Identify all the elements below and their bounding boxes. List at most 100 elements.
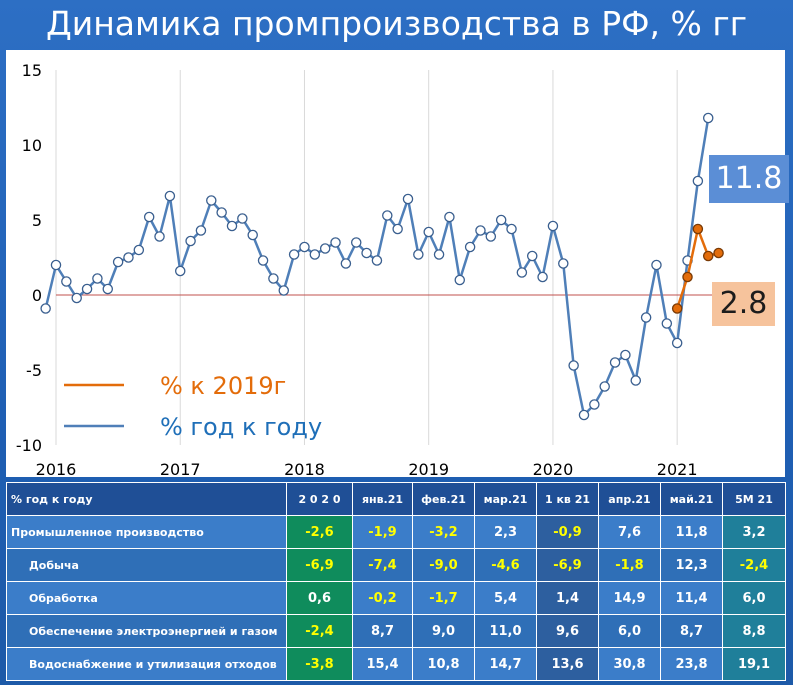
table-row-label: Обеспечение электроэнергией и газом [6, 614, 287, 648]
table-cell: 8,7 [352, 614, 413, 648]
x-tick-label: 2017 [160, 460, 201, 477]
data-point [278, 285, 290, 296]
chart-panel: -10 -5 0 5 10 15 2016 2017 2018 2019 2020 2021 % к 2… [6, 50, 789, 477]
table-header-cell: 5М 21 [722, 482, 786, 516]
table-header-cell: мар.21 [474, 482, 537, 516]
table-cell: -2,6 [286, 515, 353, 549]
data-point [630, 375, 642, 386]
page-title: Динамика промпроизводства в РФ, % гг [45, 4, 748, 43]
data-point [609, 357, 621, 368]
data-point [164, 190, 176, 202]
y-tick-label: -10 [16, 436, 42, 455]
table-row-label: Промышленное производство [6, 515, 287, 549]
table-cell: 11,0 [474, 614, 537, 648]
table-row-label: Добыча [6, 548, 287, 582]
table-cell: -1,8 [598, 548, 661, 582]
data-point [506, 223, 517, 235]
data-point [413, 249, 424, 260]
data-point [382, 210, 393, 221]
data-point [444, 211, 455, 223]
data-point [568, 360, 579, 371]
table-cell: -7,4 [352, 548, 413, 582]
table-cell: -9,0 [412, 548, 475, 582]
data-point [143, 211, 155, 223]
line-chart: -10 -5 0 5 10 15 2016 2017 2018 2019 2020 2021 % к 2… [16, 61, 741, 477]
table-header-cell: май.21 [660, 482, 723, 516]
table-cell: 23,8 [660, 647, 723, 681]
table-cell: 13,6 [536, 647, 599, 681]
data-point [402, 193, 414, 205]
y-tick-label: 15 [22, 61, 42, 80]
data-point [651, 259, 662, 271]
table-row: Обработка 0,6 -0,2 -1,7 5,4 1,4 14,9 11,4 6,0 [6, 581, 786, 615]
callout-vs2019: 2.8 [712, 282, 775, 326]
data-point [464, 241, 476, 253]
data-point [226, 220, 238, 232]
data-point [589, 399, 600, 410]
data-point [495, 214, 507, 226]
data-point [475, 225, 486, 236]
table-row: Добыча -6,9 -7,4 -9,0 -4,6 -6,9 -1,8 12,3 -2,4 [6, 548, 786, 582]
table-header-row: % год к году 2 0 2 0 янв.21 фев.21 мар.2… [6, 482, 786, 516]
data-point [361, 247, 372, 259]
data-point [81, 283, 93, 295]
table-cell: 9,6 [536, 614, 599, 648]
data-point [526, 250, 538, 262]
table-cell: 8,8 [722, 614, 786, 648]
table-row: Водоснабжение и утилизация отходов -3,8 15… [6, 647, 786, 681]
data-point [620, 349, 631, 361]
data-point [671, 303, 683, 314]
table-cell: 11,4 [660, 581, 723, 615]
table-cell: 8,7 [660, 614, 723, 648]
table-cell: -1,9 [352, 515, 413, 549]
data-point [454, 274, 466, 286]
data-point [350, 237, 362, 248]
table-header-cell: % год к году [6, 482, 287, 516]
data-point [640, 312, 652, 323]
data-point [692, 175, 704, 187]
table-cell: 19,1 [722, 647, 786, 681]
x-tick-label: 2021 [657, 460, 698, 477]
data-point [185, 235, 196, 247]
table-cell: 15,4 [352, 647, 413, 681]
data-point [330, 237, 341, 248]
data-point [154, 231, 165, 242]
data-point [319, 243, 331, 254]
data-point [112, 256, 124, 268]
table-cell: 3,2 [722, 515, 786, 549]
data-point [516, 267, 528, 278]
data-point [102, 283, 114, 295]
data-point [537, 271, 548, 283]
data-point [123, 252, 134, 263]
legend-label: % к 2019г [160, 372, 286, 400]
data-point [599, 381, 610, 392]
data-point [237, 213, 248, 224]
data-point [299, 241, 310, 253]
table-cell: -0,9 [536, 515, 599, 549]
data-point [40, 303, 51, 314]
y-tick-label: 10 [22, 136, 42, 155]
callout-yoy: 11.8 [709, 155, 789, 203]
table-header-cell: 2 0 2 0 [286, 482, 353, 516]
data-point [268, 273, 279, 284]
table-cell: -6,9 [536, 548, 599, 582]
table-cell: 14,9 [598, 581, 661, 615]
table-cell: 6,0 [598, 614, 661, 648]
data-point [340, 258, 352, 269]
data-point [92, 273, 103, 284]
table-cell: 7,6 [598, 515, 661, 549]
data-point [195, 225, 207, 236]
table-cell: 2,3 [474, 515, 537, 549]
table-cell: 9,0 [412, 614, 475, 648]
data-point [206, 195, 217, 206]
table-header-cell: апр.21 [598, 482, 661, 516]
data-point [61, 276, 72, 287]
data-point [71, 292, 82, 304]
data-point [547, 220, 559, 232]
y-tick-label: 0 [32, 286, 42, 305]
data-point [661, 318, 673, 329]
data-point [309, 249, 321, 260]
table-header-cell: 1 кв 21 [536, 482, 599, 516]
table-row-label: Обработка [6, 581, 287, 615]
table-cell: -1,7 [412, 581, 475, 615]
